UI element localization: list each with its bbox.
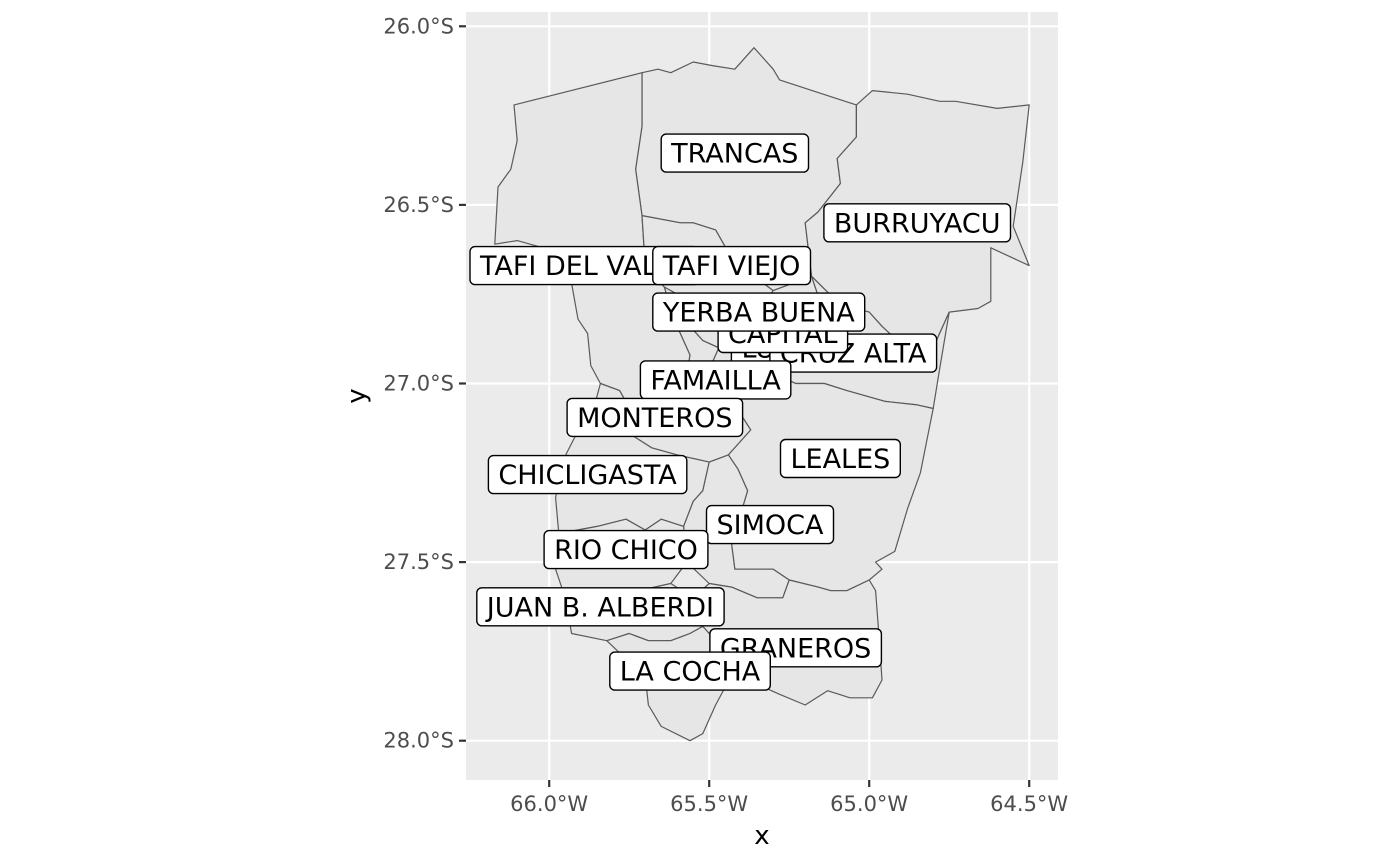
label-box [652, 245, 812, 286]
x-tick-label: 64.5°W [990, 792, 1068, 816]
label-box [705, 504, 835, 545]
x-tick-label: 65.5°W [670, 792, 748, 816]
y-tick-label: 27.5°S [383, 550, 454, 574]
label-text: MONTEROS [577, 403, 732, 434]
label-la-cocha: LA COCHA [609, 651, 771, 691]
label-text: SIMOCA [717, 510, 825, 541]
label-box [487, 454, 688, 495]
label-box [543, 529, 709, 570]
y-tick-label: 26.5°S [383, 193, 454, 217]
label-text: YERBA BUENA [662, 298, 855, 329]
label-juan-b-alberdi: JUAN B. ALBERDI [476, 587, 725, 627]
label-simoca: SIMOCA [705, 504, 835, 545]
label-text: CHICLIGASTA [498, 460, 677, 491]
label-text: LEALES [790, 444, 890, 475]
label-tafi-viejo: TAFI VIEJO [652, 245, 812, 286]
label-text: BURRUYACU [834, 208, 1001, 239]
y-tick-label: 28.0°S [383, 729, 454, 753]
label-box [779, 438, 902, 479]
axes: 66.0°W 65.5°W 65.0°W 64.5°W 26.0°S 26.5°S 27.0… [383, 14, 1068, 816]
label-yerba-buena: YERBA BUENA [652, 292, 866, 332]
label-famailla: FAMAILLA [639, 360, 792, 400]
y-axis-title: y [342, 388, 372, 403]
label-text: FAMAILLA [650, 365, 781, 396]
label-text: TAFI VIEJO [662, 251, 801, 282]
label-box [652, 292, 866, 332]
label-tafi-del-valle: TAFI DEL VALLE [469, 245, 700, 286]
x-tick-label: 65.0°W [830, 792, 908, 816]
x-tick-label: 66.0°W [510, 792, 588, 816]
label-chicligasta: CHICLIGASTA [487, 454, 688, 495]
label-monteros: MONTEROS [566, 397, 744, 438]
label-leales: LEALES [779, 438, 902, 479]
label-text: LA COCHA [620, 657, 761, 688]
label-box [660, 133, 810, 173]
label-box [476, 587, 725, 627]
y-tick-label: 27.0°S [383, 371, 454, 395]
label-rio-chico: RIO CHICO [543, 529, 709, 570]
label-text: JUAN B. ALBERDI [485, 592, 714, 623]
label-box [823, 203, 1012, 243]
x-axis-title: x [754, 821, 769, 851]
label-trancas: TRANCAS [660, 133, 810, 173]
label-text: RIO CHICO [554, 535, 698, 566]
label-box [609, 651, 771, 691]
label-text: TRANCAS [670, 139, 798, 170]
y-tick-label: 26.0°S [383, 14, 454, 38]
label-box [566, 397, 744, 438]
label-burruyacu: BURRUYACU [823, 203, 1012, 243]
